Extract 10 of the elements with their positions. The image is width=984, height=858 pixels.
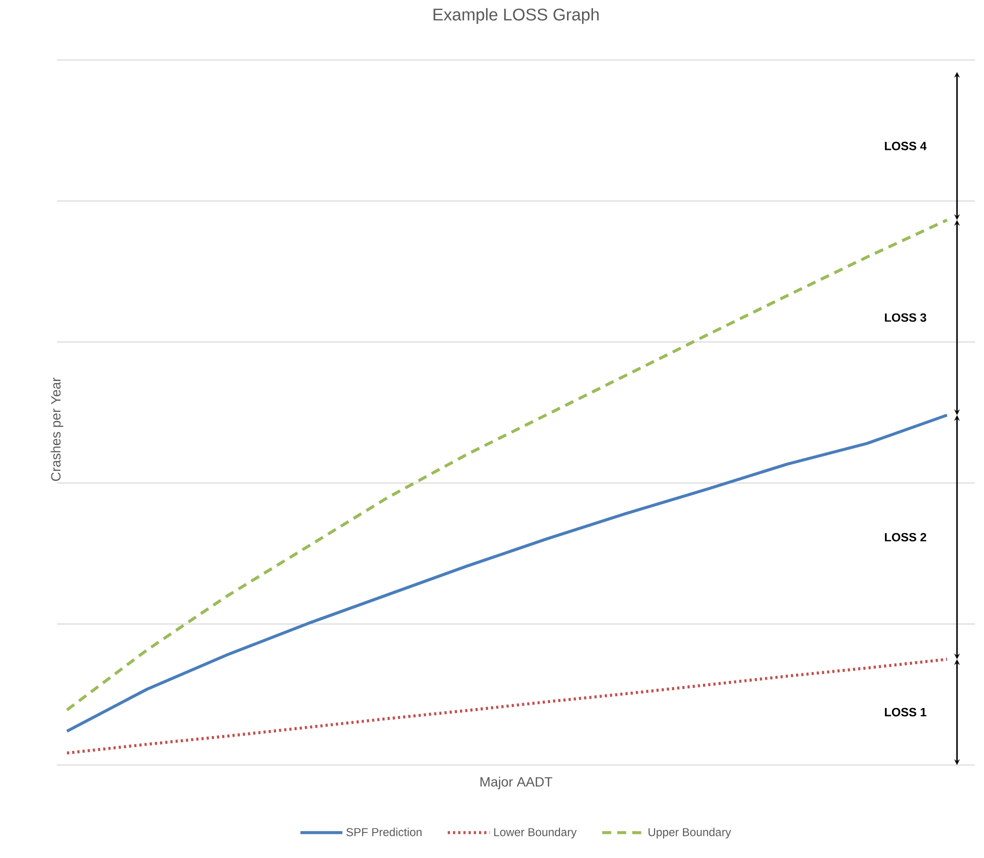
legend-label: SPF Prediction xyxy=(346,828,422,836)
y-axis-title: Crashes per Year xyxy=(50,378,64,481)
annotation: LOSS 1 xyxy=(884,708,926,716)
chart-title: Example LOSS Graph xyxy=(434,8,599,24)
text: LOSS 4 xyxy=(884,142,927,150)
legend-label: Upper Boundary xyxy=(648,828,732,838)
legend-label: Lower Boundary xyxy=(494,828,577,838)
x-axis-title: Major AADT xyxy=(480,776,552,790)
annotation: LOSS 3 xyxy=(884,313,926,322)
annotation: LOSS 2 xyxy=(884,532,926,542)
